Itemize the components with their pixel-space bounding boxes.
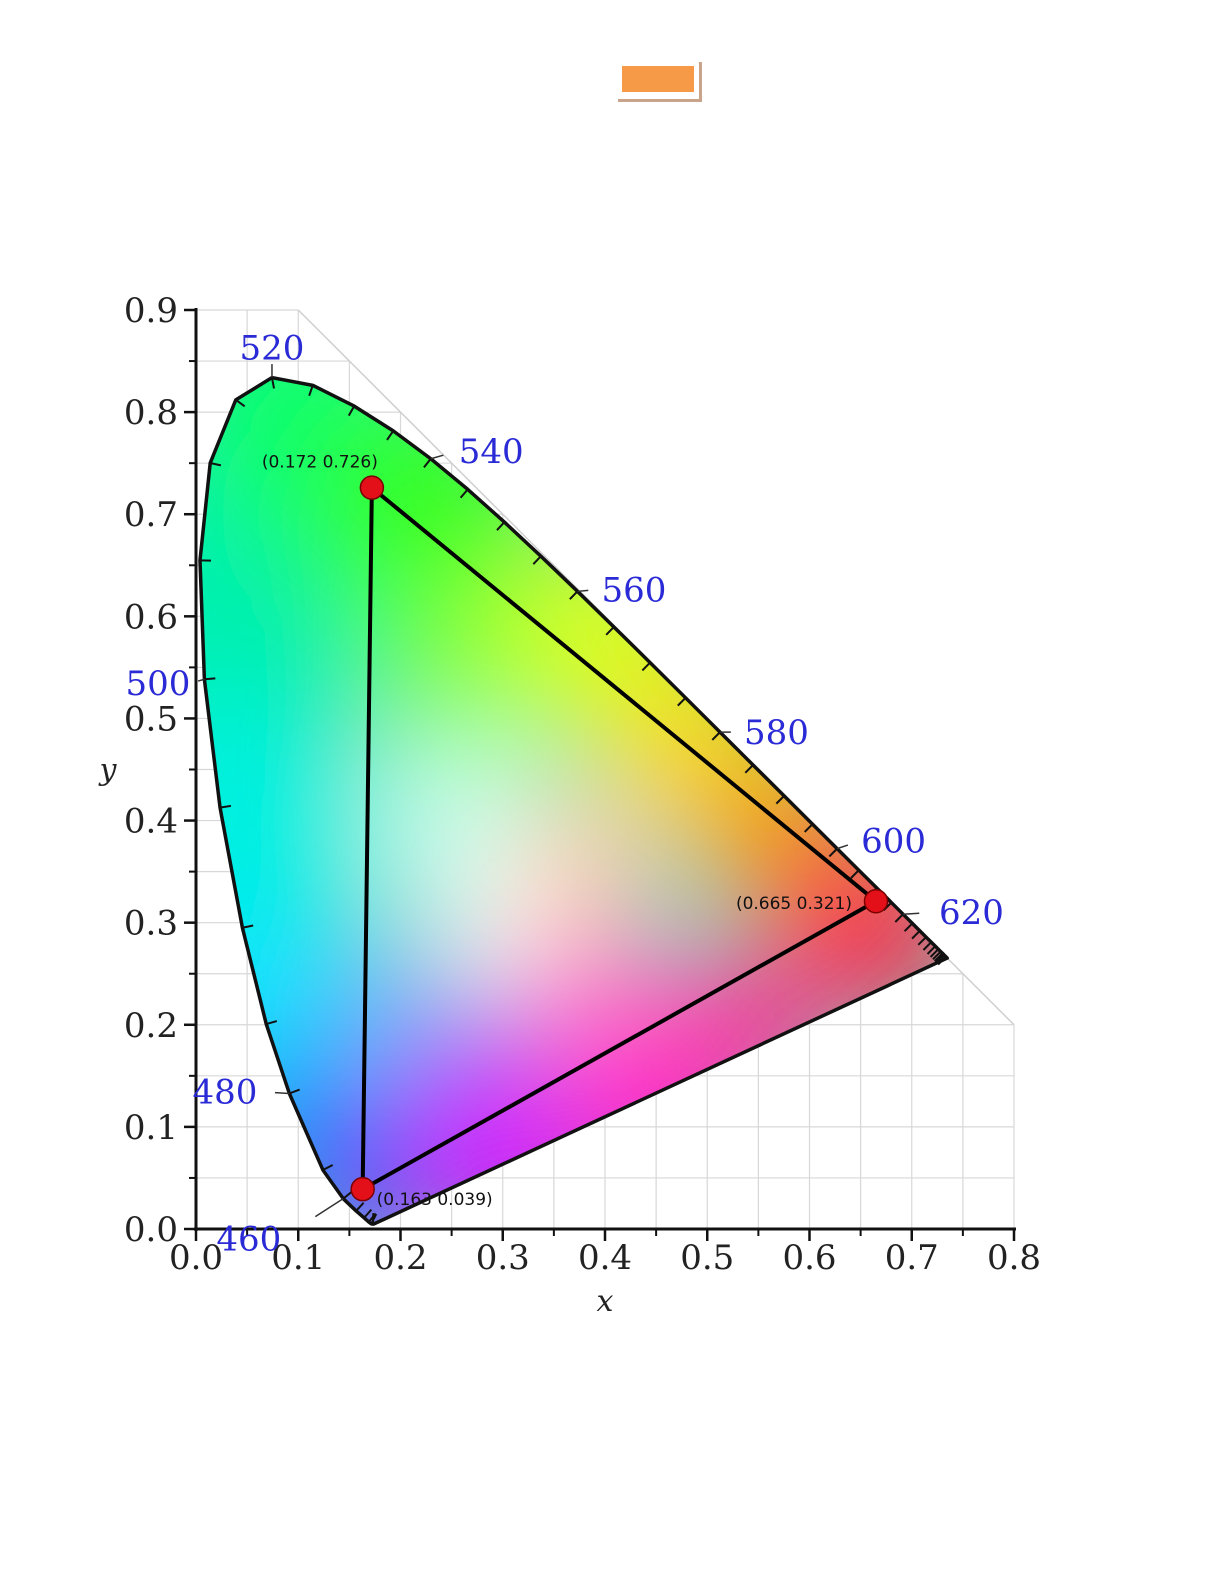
wavelength-leader <box>197 678 205 682</box>
header-badge-frame <box>618 62 702 102</box>
wavelength-label: 520 <box>240 329 305 369</box>
locus-tick <box>265 1020 278 1026</box>
locus-tick <box>917 936 927 946</box>
primary-point-label: (0.665 0.321) <box>736 894 852 914</box>
wavelength-label: 460 <box>216 1220 281 1260</box>
y-tick-label: 0.8 <box>124 393 178 433</box>
locus-tick <box>935 953 945 963</box>
x-axis-title: x <box>597 1284 614 1319</box>
axes: 0.0 0.1 0.2 0.3 0.4 0.5 0.6 0.7 0.8 0.0 0.1 0.2 0.3 0… <box>98 291 1042 1319</box>
locus-tick <box>459 488 469 499</box>
locus-tick <box>569 590 579 600</box>
locus-tick <box>744 764 754 774</box>
locus-tick <box>342 1190 353 1200</box>
locus-tick <box>209 461 222 467</box>
primary-point-label: (0.172 0.726) <box>262 453 378 473</box>
fill-blob <box>380 738 544 903</box>
y-tick-label: 0.3 <box>124 904 178 944</box>
locus-tick <box>204 677 216 681</box>
x-tick-label: 0.2 <box>373 1238 427 1278</box>
locus-tick <box>235 399 246 408</box>
y-tick-label: 0.0 <box>124 1210 178 1250</box>
y-tick-label: 0.6 <box>124 597 178 637</box>
locus-tick <box>370 1213 378 1225</box>
locus-tick <box>219 804 232 809</box>
locus-tick <box>308 385 314 397</box>
x-tick-label: 0.3 <box>476 1238 530 1278</box>
spectral-locus <box>198 375 949 1226</box>
x-tick-label: 0.1 <box>271 1238 325 1278</box>
primary-point-label: (0.163 0.039) <box>377 1190 493 1210</box>
locus-tick <box>903 922 914 932</box>
y-tick-label: 0.4 <box>124 802 178 842</box>
wavelength-leader <box>577 589 589 593</box>
wavelength-leader <box>314 1198 344 1218</box>
primary-point <box>350 1176 375 1202</box>
x-tick-label: 0.6 <box>782 1238 836 1278</box>
wavelength-label: 540 <box>459 432 524 472</box>
x-tick-label: 0.7 <box>885 1238 939 1278</box>
wavelength-label: 480 <box>192 1072 257 1112</box>
locus-tick <box>641 661 651 672</box>
locus-tick <box>288 1088 300 1095</box>
y-tick-label: 0.2 <box>124 1006 178 1046</box>
x-tick-label: 0.8 <box>987 1238 1041 1278</box>
primary-points: (0.172 0.726) (0.665 0.321) (0.163 0.039) <box>262 453 889 1210</box>
x-tick-label: 0.4 <box>578 1238 632 1278</box>
fill-blob <box>318 943 442 1066</box>
wavelength-leader <box>836 844 849 850</box>
locus-tick <box>363 1208 373 1219</box>
wavelength-label: 560 <box>601 570 666 610</box>
locus-tick <box>911 930 921 940</box>
wavelength-leader <box>274 1091 290 1095</box>
wavelength-labels: 460 480 500 520 540 560 580 600 620 <box>125 329 1003 1260</box>
wavelength-label: 500 <box>125 664 190 704</box>
locus-tick <box>935 954 946 964</box>
locus-tick <box>929 948 940 958</box>
x-tick-label: 0.5 <box>680 1238 734 1278</box>
wavelength-label: 580 <box>744 713 809 753</box>
locus-tick <box>926 945 936 955</box>
wavelength-leader <box>430 454 444 460</box>
y-axis-title: y <box>98 753 118 788</box>
y-tick-label: 0.1 <box>124 1108 178 1148</box>
locus-tick <box>386 430 395 441</box>
primary-point <box>863 888 889 914</box>
locus-tick <box>803 823 814 833</box>
x-tick-label: 0.0 <box>169 1238 223 1278</box>
y-tick-label: 0.7 <box>124 495 178 535</box>
locus-tick <box>423 458 432 469</box>
locus-tick <box>850 869 860 879</box>
locus-tick <box>347 405 356 417</box>
gamut-triangle <box>360 485 878 1192</box>
locus-tick <box>496 521 506 531</box>
locus-tick <box>322 1164 334 1171</box>
y-tick-label: 0.9 <box>124 291 178 331</box>
locus-tick <box>933 952 944 962</box>
y-tick-label: 0.5 <box>124 699 178 739</box>
locus-tick <box>532 555 542 565</box>
locus-tick <box>922 941 932 951</box>
locus-tick <box>828 847 838 858</box>
fill-blob <box>512 789 657 933</box>
wavelength-leader <box>903 912 920 915</box>
locus-tick <box>711 731 721 741</box>
primary-point <box>359 475 385 500</box>
locus-tick <box>894 913 904 923</box>
locus-tick <box>677 697 687 707</box>
wavelength-label: 600 <box>861 822 926 862</box>
locus-tick <box>355 1202 365 1212</box>
locus-tick <box>270 377 275 389</box>
primaries-triangle <box>360 485 878 1192</box>
wavelength-label: 620 <box>939 893 1004 933</box>
locus-tick <box>932 950 942 961</box>
header-badge <box>622 66 694 92</box>
locus-tick <box>775 795 785 805</box>
locus-tick <box>605 626 615 636</box>
locus-tick <box>937 956 947 966</box>
locus-tick <box>367 1212 377 1223</box>
locus-tick <box>242 924 254 929</box>
